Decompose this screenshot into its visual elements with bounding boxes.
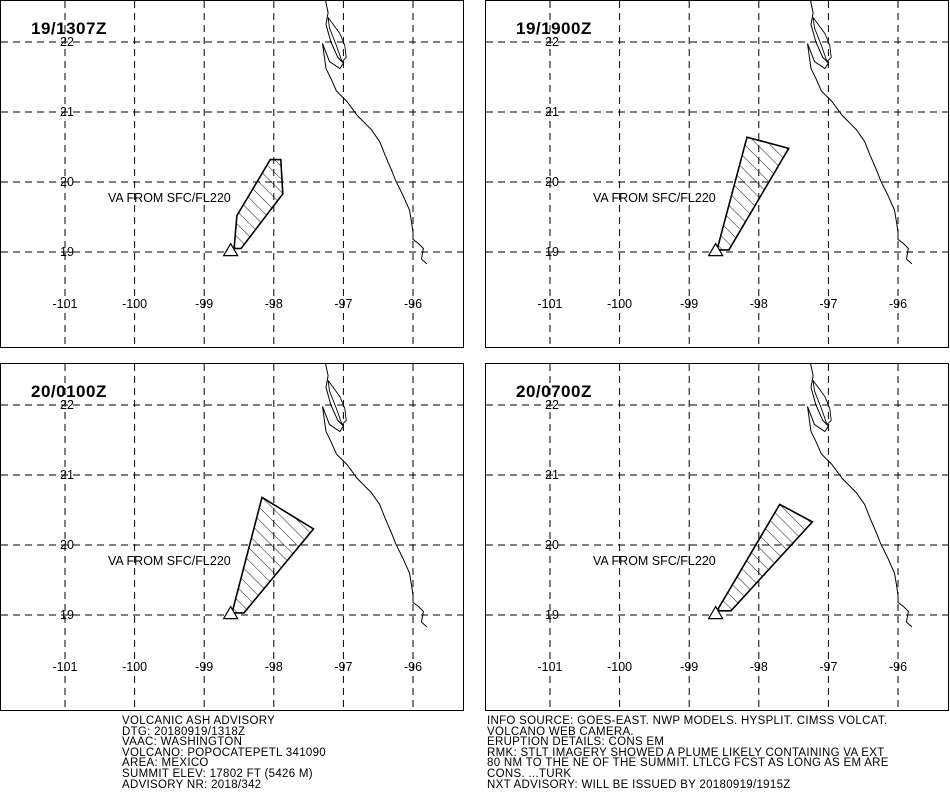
volcano-triangle-icon: [707, 605, 724, 620]
ash-altitude-label: VA FROM SFC/FL220: [108, 191, 231, 205]
map-panel-2: 19/1900Z -101 -100 -99 -98 -97 -96 19 20 21 22 VA …: [485, 0, 949, 348]
latitude-tick-label: 21: [60, 105, 74, 119]
longitude-tick-label: -97: [819, 660, 837, 674]
volcano-triangle-icon: [222, 605, 239, 620]
map-panel-1: 19/1307Z -101 -100 -99 -98 -97 -96 19 20 21 22 VA …: [0, 0, 464, 348]
longitude-tick-label: -97: [334, 660, 352, 674]
longitude-tick-label: -99: [680, 660, 698, 674]
latitude-tick-label: 20: [545, 175, 559, 189]
longitude-tick-label: -99: [195, 297, 213, 311]
latitude-tick-label: 21: [545, 105, 559, 119]
volcano-triangle-icon: [222, 242, 239, 257]
latitude-tick-label: 19: [545, 245, 559, 259]
map-svg: -101 -100 -99 -98 -97 -96 19 20 21 22 VA FROM SFC/…: [486, 364, 948, 710]
longitude-tick-label: -96: [889, 660, 907, 674]
ash-cloud-polygon: [715, 136, 790, 251]
latitude-tick-label: 22: [545, 398, 559, 412]
longitude-tick-label: -96: [404, 660, 422, 674]
longitude-tick-label: -98: [750, 297, 768, 311]
map-panel-3: 20/0100Z -101 -100 -99 -98 -97 -96 19 20 21 22 VA …: [0, 363, 464, 711]
longitude-tick-label: -101: [52, 297, 77, 311]
lagoon-outline: [812, 380, 832, 426]
longitude-tick-label: -97: [334, 297, 352, 311]
longitude-tick-label: -98: [750, 660, 768, 674]
longitude-tick-label: -98: [265, 297, 283, 311]
advisory-line: NXT ADVISORY: WILL BE ISSUED BY 20180919…: [487, 778, 791, 791]
advisory-line: DTG: 20180919/1318Z: [122, 725, 246, 738]
map-svg: -101 -100 -99 -98 -97 -96 19 20 21 22 VA FROM SFC/…: [1, 364, 463, 710]
panel-time-label: 19/1900Z: [516, 19, 592, 38]
ash-cloud-polygon: [233, 158, 284, 250]
latitude-tick-label: 19: [60, 245, 74, 259]
coastline: [322, 364, 428, 628]
coastline: [807, 364, 913, 628]
longitude-tick-label: -98: [265, 660, 283, 674]
advisory-line: VOLCANO: POPOCATEPETL 341090: [122, 746, 326, 759]
latitude-tick-label: 20: [60, 538, 74, 552]
longitude-tick-label: -101: [537, 660, 562, 674]
latitude-tick-label: 22: [545, 35, 559, 49]
ash-cloud-polygon: [715, 503, 814, 612]
latitude-tick-label: 21: [545, 468, 559, 482]
longitude-tick-label: -96: [889, 297, 907, 311]
advisory-line: AREA: MEXICO: [122, 757, 209, 770]
latitude-tick-label: 22: [60, 398, 74, 412]
advisory-line: CONS. ...TURK: [487, 767, 572, 780]
coastline: [322, 1, 428, 265]
longitude-tick-label: -101: [52, 660, 77, 674]
advisory-line: VAAC: WASHINGTON: [122, 736, 243, 749]
advisory-line: ERUPTION DETAILS: CONS EM: [487, 736, 665, 749]
longitude-tick-label: -97: [819, 297, 837, 311]
advisory-line: 80 NM TO THE NE OF THE SUMMIT. LTLCG FCS…: [487, 757, 889, 770]
longitude-tick-label: -101: [537, 297, 562, 311]
lagoon-outline: [812, 17, 832, 63]
latitude-tick-label: 21: [60, 468, 74, 482]
panel-time-label: 20/0700Z: [516, 382, 592, 401]
advisory-line: VOLCANO WEB CAMERA.: [487, 725, 634, 738]
ash-altitude-label: VA FROM SFC/FL220: [593, 554, 716, 568]
lagoon-outline: [327, 380, 347, 426]
longitude-tick-label: -99: [195, 660, 213, 674]
latitude-tick-label: 19: [545, 608, 559, 622]
advisory-line: VOLCANIC ASH ADVISORY: [122, 715, 276, 727]
advisory-line: ADVISORY NR: 2018/342: [122, 778, 262, 791]
advisory-remarks-block: INFO SOURCE: GOES-EAST. NWP MODELS. HYSP…: [487, 715, 889, 791]
map-svg: -101 -100 -99 -98 -97 -96 19 20 21 22 VA FROM SFC/…: [486, 1, 948, 347]
latitude-tick-label: 20: [60, 175, 74, 189]
panel-time-label: 20/0100Z: [31, 382, 107, 401]
ash-altitude-label: VA FROM SFC/FL220: [593, 191, 716, 205]
advisory-line: RMK: STLT IMAGERY SHOWED A PLUME LIKELY …: [487, 746, 885, 759]
advisory-header-block: VOLCANIC ASH ADVISORY DTG: 20180919/1318…: [122, 715, 326, 791]
volcano-triangle-icon: [707, 242, 724, 257]
longitude-tick-label: -100: [607, 297, 632, 311]
longitude-tick-label: -100: [122, 660, 147, 674]
latitude-tick-label: 19: [60, 608, 74, 622]
longitude-tick-label: -100: [607, 660, 632, 674]
longitude-tick-label: -100: [122, 297, 147, 311]
longitude-tick-label: -96: [404, 297, 422, 311]
lagoon-outline: [327, 17, 347, 63]
ash-altitude-label: VA FROM SFC/FL220: [108, 554, 231, 568]
latitude-tick-label: 22: [60, 35, 74, 49]
longitude-tick-label: -99: [680, 297, 698, 311]
map-svg: -101 -100 -99 -98 -97 -96 19 20 21 22 VA FROM SFC/…: [1, 1, 463, 347]
map-panel-4: 20/0700Z -101 -100 -99 -98 -97 -96 19 20 21 22 VA …: [485, 363, 949, 711]
advisory-line: SUMMIT ELEV: 17802 FT (5426 M): [122, 767, 313, 780]
panel-time-label: 19/1307Z: [31, 19, 107, 38]
latitude-tick-label: 20: [545, 538, 559, 552]
coastline: [807, 1, 913, 265]
ash-cloud-polygon: [230, 496, 315, 614]
advisory-line: INFO SOURCE: GOES-EAST. NWP MODELS. HYSP…: [487, 715, 888, 727]
